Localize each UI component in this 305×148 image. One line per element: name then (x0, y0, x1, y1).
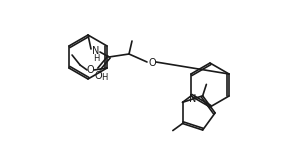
Text: O: O (148, 58, 156, 68)
Text: O: O (94, 71, 102, 81)
Text: O: O (86, 65, 94, 75)
Text: N: N (92, 46, 100, 56)
Text: H: H (93, 53, 99, 62)
Text: N: N (189, 94, 197, 104)
Text: H: H (101, 73, 107, 82)
